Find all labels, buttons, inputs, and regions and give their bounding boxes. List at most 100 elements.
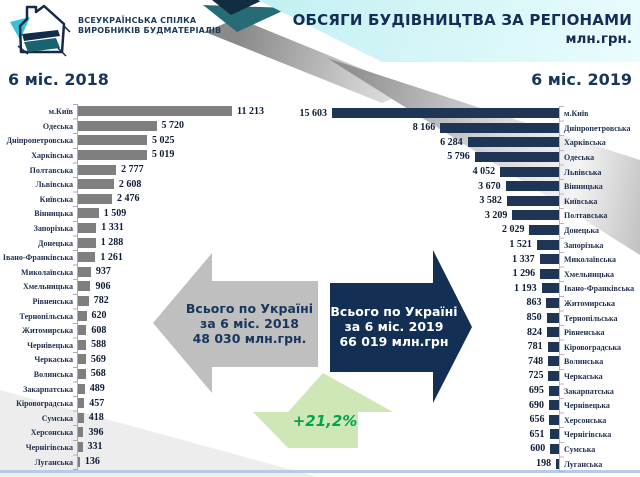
value-label: 331 <box>87 441 103 453</box>
category-label: Чернівецька <box>564 401 610 411</box>
bar <box>78 456 80 467</box>
category-label: Львівська <box>35 180 73 190</box>
chart-row: 1 337 Миколаївська <box>300 252 640 267</box>
value-label: 5 796 <box>447 151 470 163</box>
value-label: 782 <box>93 295 109 307</box>
bar <box>512 210 559 221</box>
chart-row: 6 284 Харківська <box>300 135 640 150</box>
value-label: 5 019 <box>151 149 175 161</box>
value-label: 3 209 <box>484 209 508 221</box>
total-2018-line3: 48 030 млн.грн. <box>192 331 307 346</box>
value-label: 5 025 <box>152 134 175 146</box>
category-label: Одеська <box>564 152 595 162</box>
axis-ticks-2019 <box>560 106 564 473</box>
chart-row: Чернігівська 331 <box>0 440 300 455</box>
category-label: Донецька <box>38 238 73 248</box>
category-label: Одеська <box>42 121 73 131</box>
bar <box>78 369 86 380</box>
bar <box>78 252 96 263</box>
value-label: 11 213 <box>237 105 264 117</box>
value-label: 569 <box>90 353 106 365</box>
chart-row: Запорізька 1 331 <box>0 221 300 236</box>
value-label: 1 288 <box>100 236 124 248</box>
chart-row: Вінницька 1 509 <box>0 206 300 221</box>
category-label: Херсонська <box>30 428 73 438</box>
category-label: Тернопільська <box>564 313 618 323</box>
value-label: 8 166 <box>412 122 436 134</box>
chart-row: 863 Житомирська <box>300 296 640 311</box>
bar <box>78 237 96 248</box>
chart-row: Івано-Франківська 1 261 <box>0 250 300 265</box>
page-title: ОБСЯГИ БУДІВНИЦТВА ЗА РЕГІОНАМИ <box>292 11 632 29</box>
bar <box>467 137 559 148</box>
category-label: Вінницька <box>564 182 603 192</box>
category-label: Рівненська <box>32 296 73 306</box>
value-label: 2 777 <box>121 163 144 175</box>
bar <box>78 164 117 175</box>
category-label: Луганська <box>34 457 73 467</box>
chart-row: Луганська 136 <box>0 454 300 469</box>
value-label: 695 <box>528 384 544 396</box>
bar <box>78 120 157 131</box>
category-label: Хмельницька <box>564 269 615 279</box>
chart-row: 1 193 Івано-Франківська <box>300 281 640 296</box>
value-label: 198 <box>536 457 552 469</box>
bar <box>78 412 84 423</box>
value-label: 620 <box>91 309 107 321</box>
category-label: Харківська <box>31 150 73 160</box>
union-logo-icon <box>6 2 76 63</box>
category-label: Рівненська <box>564 328 605 338</box>
bar <box>440 122 559 133</box>
chart-row: Рівненська 782 <box>0 294 300 309</box>
category-label: Чернівецька <box>27 340 73 350</box>
category-label: Волинська <box>33 369 73 379</box>
total-2019-line3: 66 019 млн.грн <box>339 334 449 349</box>
bar <box>78 281 91 292</box>
chart-row: 1 521 Запорізька <box>300 237 640 252</box>
value-label: 2 029 <box>501 224 525 236</box>
bar <box>78 296 89 307</box>
value-label: 15 603 <box>299 107 328 119</box>
value-label: 937 <box>95 266 111 278</box>
value-label: 568 <box>90 368 106 380</box>
value-label: 6 284 <box>440 136 463 148</box>
value-label: 1 296 <box>512 268 536 280</box>
chart-row: Львівська 2 608 <box>0 177 300 192</box>
category-label: Тернопільська <box>19 311 73 321</box>
bar <box>78 106 232 117</box>
category-label: Полтавська <box>564 211 608 221</box>
bar <box>78 310 87 321</box>
category-label: Черкаська <box>34 355 73 365</box>
category-label: Закарпатська <box>23 384 73 394</box>
value-label: 489 <box>89 382 105 394</box>
total-2019-text: Всього по Україні за 6 міс. 2019 66 019 … <box>330 304 458 349</box>
bar <box>548 356 559 367</box>
value-label: 2 608 <box>118 178 142 190</box>
chart-row: 1 296 Хмельницька <box>300 267 640 282</box>
bar <box>78 398 85 409</box>
chart-row: 824 Рівненська <box>300 325 640 340</box>
category-label: Чернігівська <box>25 442 73 452</box>
bar <box>78 339 87 350</box>
section-title-2018: 6 міс. 2018 <box>8 70 109 89</box>
bar-chart-2019: 15 603 м.Київ 8 166 Дніпропетровська 6 284 Ха… <box>300 106 640 472</box>
value-label: 690 <box>528 399 544 411</box>
bar <box>549 429 559 440</box>
bar <box>540 268 559 279</box>
category-label: Полтавська <box>29 165 73 175</box>
chart-row: 15 603 м.Київ <box>300 106 640 121</box>
category-label: Івано-Франківська <box>2 253 73 263</box>
chart-row: Волинська 568 <box>0 367 300 382</box>
chart-row: 3 209 Полтавська <box>300 208 640 223</box>
chart-row: 4 052 Львівська <box>300 164 640 179</box>
chart-row: 781 Кіровоградська <box>300 340 640 355</box>
bar <box>548 385 559 396</box>
bar <box>78 223 97 234</box>
bar <box>546 312 559 323</box>
category-label: Харківська <box>564 138 606 148</box>
chart-row: 198 Луганська <box>300 456 640 471</box>
chart-row: Донецька 1 288 <box>0 235 300 250</box>
bar <box>78 135 147 146</box>
bar <box>549 414 559 425</box>
section-title-2019: 6 міс. 2019 <box>531 70 632 89</box>
